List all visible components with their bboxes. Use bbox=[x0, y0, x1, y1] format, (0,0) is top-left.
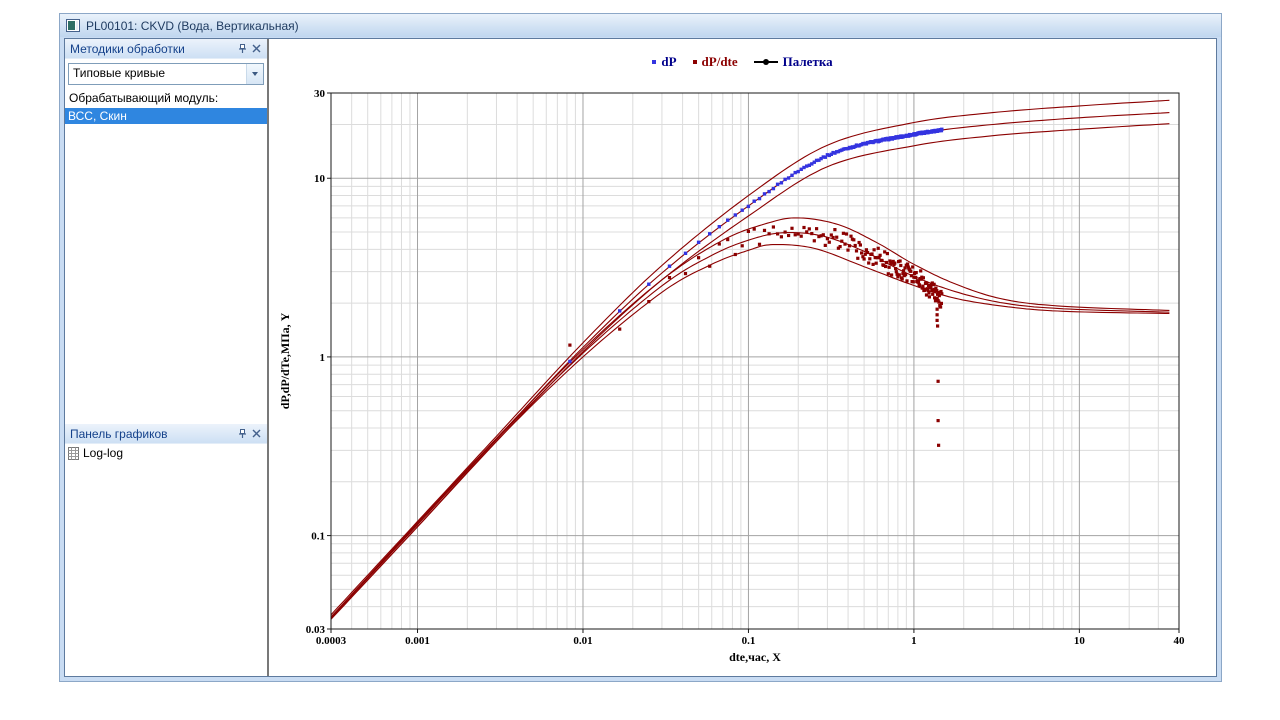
grid-major bbox=[331, 93, 1179, 629]
x-tick-label: 40 bbox=[1174, 635, 1186, 647]
x-tick-label: 0.1 bbox=[742, 635, 756, 647]
graph-item-loglog[interactable]: Log-log bbox=[65, 444, 267, 462]
y-tick-label: 0.1 bbox=[311, 531, 325, 543]
y-tick-label: 1 bbox=[320, 352, 326, 364]
sidebar: Методики обработки Типовые кривые Обраба… bbox=[65, 39, 267, 676]
close-icon[interactable] bbox=[249, 42, 263, 56]
window-titlebar: PL00101: CKVD (Вода, Вертикальная) bbox=[60, 14, 1221, 37]
palette-curves[interactable] bbox=[330, 99, 1170, 620]
method-dropdown-value: Типовые кривые bbox=[73, 66, 165, 80]
grid-chart-icon bbox=[68, 446, 79, 460]
window-content: Методики обработки Типовые кривые Обраба… bbox=[64, 38, 1217, 677]
window-title: PL00101: CKVD (Вода, Вертикальная) bbox=[86, 18, 299, 33]
palette-curve[interactable] bbox=[330, 244, 1170, 620]
panel-header-methods: Методики обработки bbox=[65, 39, 267, 59]
x-tick-label: 0.0003 bbox=[316, 635, 347, 647]
module-listbox[interactable]: ВСС, Скин bbox=[65, 108, 267, 424]
dp-points bbox=[568, 127, 944, 364]
palette-curve[interactable] bbox=[330, 123, 1170, 620]
y-tick-label: 10 bbox=[314, 173, 326, 185]
loglog-plot[interactable]: 0.0003 0.001 0.01 0.1 1 10 40 0.03 0.1 1 10 30 dte,ч… bbox=[269, 39, 1216, 677]
sidebar-splitter[interactable] bbox=[267, 39, 269, 676]
palette-curve[interactable] bbox=[330, 99, 1170, 616]
pin-icon[interactable] bbox=[235, 42, 249, 56]
chevron-down-icon bbox=[252, 72, 258, 76]
window-icon bbox=[66, 19, 80, 32]
palette-curve[interactable] bbox=[330, 217, 1170, 618]
graph-list: Log-log bbox=[65, 444, 267, 676]
x-tick-label: 10 bbox=[1074, 635, 1086, 647]
panel-title: Методики обработки bbox=[70, 41, 185, 56]
list-item-module[interactable]: ВСС, Скин bbox=[65, 108, 267, 124]
panel-title: Панель графиков bbox=[70, 426, 168, 441]
panel-header-graphs: Панель графиков bbox=[65, 424, 267, 444]
module-label: Обрабатывающий модуль: bbox=[69, 91, 219, 105]
y-axis-title: dP,dP/dTe,МПа, Y bbox=[278, 312, 292, 409]
dropdown-arrow-button[interactable] bbox=[246, 64, 263, 84]
analysis-window: PL00101: CKVD (Вода, Вертикальная) Метод… bbox=[59, 13, 1222, 682]
axis-ticks: 0.0003 0.001 0.01 0.1 1 10 40 0.03 0.1 1 10 30 bbox=[306, 88, 1185, 647]
close-icon[interactable] bbox=[249, 427, 263, 441]
x-axis-title: dte,час, X bbox=[729, 650, 781, 664]
method-dropdown[interactable]: Типовые кривые bbox=[68, 63, 264, 85]
x-tick-label: 0.001 bbox=[405, 635, 430, 647]
x-tick-label: 1 bbox=[911, 635, 917, 647]
y-tick-label: 0.03 bbox=[306, 624, 326, 636]
x-tick-label: 0.01 bbox=[573, 635, 592, 647]
palette-curve[interactable] bbox=[330, 232, 1170, 619]
graph-item-label: Log-log bbox=[83, 446, 124, 460]
plot-frame bbox=[330, 92, 1180, 630]
dpdte-points bbox=[568, 225, 944, 447]
pin-icon[interactable] bbox=[235, 427, 249, 441]
chart-panel: dP dP/dte Палетка 0.0003 0.001 0.01 0.1 1 10 4… bbox=[269, 39, 1216, 676]
y-tick-label: 30 bbox=[314, 88, 326, 100]
grid-minor bbox=[331, 93, 1179, 629]
